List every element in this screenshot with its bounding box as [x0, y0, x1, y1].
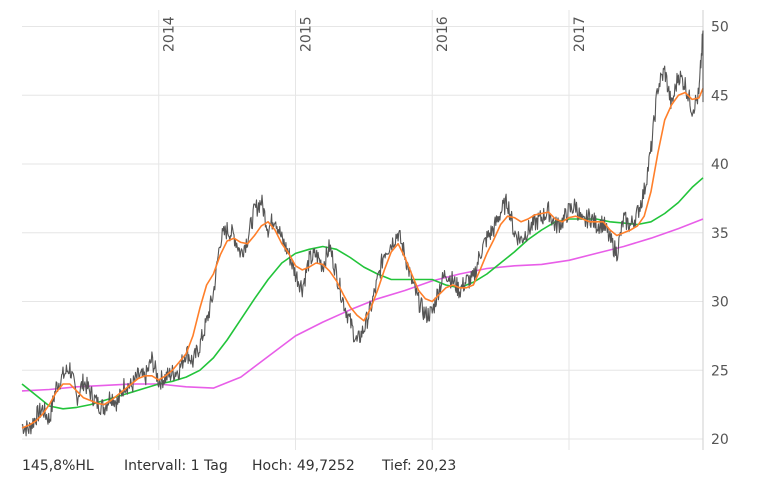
y-tick-label: 20 [711, 432, 729, 448]
series-line-price [21, 30, 704, 437]
series-line-long-ma [21, 218, 704, 392]
high-label: Hoch: 49,7252 [252, 458, 355, 474]
y-tick-label: 45 [711, 88, 729, 104]
x-tick-label: 2015 [298, 16, 314, 52]
y-tick-label: 25 [711, 363, 729, 379]
y-tick-label: 40 [711, 157, 729, 173]
low-label: Tief: 20,23 [382, 458, 457, 474]
series-line-mid-ma [21, 177, 704, 410]
series-line-short-ma [21, 88, 704, 429]
interval-label: Intervall: 1 Tag [124, 458, 228, 474]
y-tick-label: 50 [711, 20, 729, 36]
x-tick-label: 2017 [572, 16, 588, 52]
chart-footer: 145,8%HL Intervall: 1 Tag Hoch: 49,7252 … [22, 458, 456, 474]
x-tick-label: 2014 [162, 16, 178, 52]
y-tick-label: 30 [711, 295, 729, 311]
x-tick-label: 2016 [435, 16, 451, 52]
range-label: 145,8%HL [22, 458, 94, 474]
y-tick-label: 35 [711, 226, 729, 242]
